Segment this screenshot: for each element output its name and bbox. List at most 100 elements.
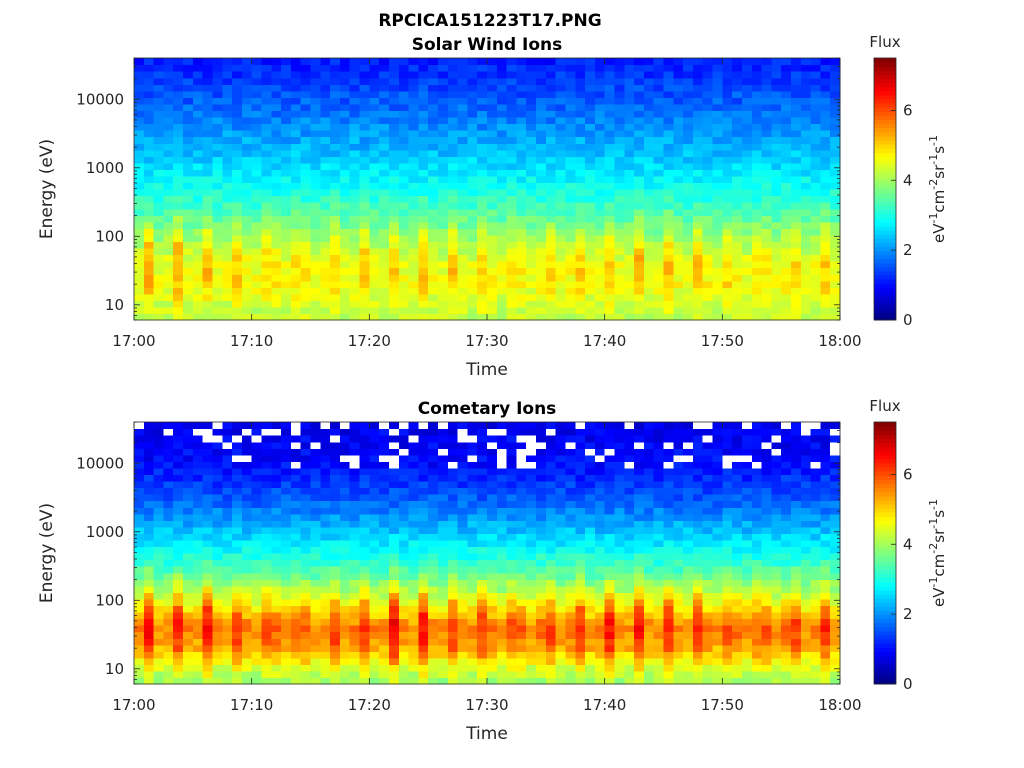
heatmap-cell (536, 598, 547, 606)
heatmap-cell (320, 644, 331, 652)
heatmap-cell (339, 189, 351, 197)
heatmap-cell (614, 169, 625, 177)
heatmap-cell (251, 189, 263, 197)
heatmap-cell (751, 123, 763, 131)
heatmap-cell (369, 441, 380, 449)
heatmap-cell (183, 306, 194, 315)
heatmap-cell (643, 280, 655, 288)
heatmap-cell (594, 500, 606, 508)
heatmap-cell (634, 156, 645, 164)
heatmap-cell (300, 300, 312, 308)
heatmap-cell (153, 208, 165, 216)
heatmap-cell (173, 195, 184, 203)
heatmap-cell (183, 579, 194, 587)
heatmap-cell (545, 195, 557, 203)
heatmap-cell (339, 494, 351, 502)
heatmap-cell (545, 579, 557, 587)
heatmap-cell (516, 313, 527, 321)
heatmap-cell (134, 143, 145, 151)
heatmap-cell (143, 474, 155, 482)
heatmap-cell (800, 175, 812, 184)
heatmap-cell (692, 202, 704, 210)
heatmap-cell (369, 467, 380, 475)
heatmap-cell (212, 494, 223, 502)
heatmap-cell (457, 533, 468, 541)
heatmap-cell (320, 638, 331, 646)
heatmap-cell (232, 77, 243, 85)
heatmap-cell (310, 149, 321, 157)
heatmap-cell (437, 169, 449, 177)
heatmap-cell (330, 90, 341, 98)
heatmap-cell (251, 461, 263, 469)
heatmap-cell (183, 507, 194, 515)
heatmap-cell (134, 651, 145, 659)
heatmap-cell (477, 546, 488, 554)
heatmap-cell (300, 611, 312, 620)
heatmap-cell (643, 136, 655, 144)
heatmap-cell (251, 651, 263, 659)
heatmap-cell (575, 136, 586, 144)
heatmap-cell (575, 287, 586, 295)
heatmap-cell (447, 670, 459, 679)
heatmap-cell (585, 474, 596, 482)
heatmap-cell (330, 625, 341, 633)
heatmap-cell (781, 182, 792, 190)
heatmap-cell (388, 221, 400, 229)
heatmap-cell (741, 300, 753, 308)
heatmap-cell (222, 58, 233, 66)
heatmap-cell (761, 280, 772, 288)
heatmap-cell (163, 500, 174, 508)
heatmap-cell (585, 64, 596, 72)
heatmap-cell (241, 585, 253, 593)
heatmap-cell (536, 64, 547, 72)
heatmap-cell (545, 247, 557, 256)
heatmap-cell (594, 182, 606, 190)
heatmap-cell (820, 175, 831, 184)
heatmap-cell (418, 162, 429, 170)
heatmap-cell (732, 143, 743, 151)
heatmap-cell (536, 487, 547, 495)
heatmap-cell (467, 618, 478, 626)
heatmap-cell (212, 480, 223, 489)
heatmap-cell (457, 494, 468, 502)
heatmap-cell (526, 579, 537, 587)
heatmap-cell (153, 149, 165, 157)
heatmap-cell (153, 480, 165, 489)
heatmap-cell (153, 487, 165, 495)
heatmap-cell (232, 507, 243, 515)
heatmap-cell (281, 670, 292, 679)
heatmap-cell (153, 90, 165, 98)
heatmap-cell (692, 189, 704, 197)
heatmap-cell (163, 221, 174, 229)
heatmap-cell (290, 169, 302, 177)
heatmap-cell (722, 287, 733, 295)
heatmap-cell (506, 77, 518, 85)
heatmap-cell (212, 162, 223, 170)
heatmap-cell (232, 215, 243, 223)
heatmap-cell (800, 149, 812, 157)
heatmap-cell (251, 539, 263, 548)
heatmap-cell (487, 422, 498, 430)
heatmap-cell (183, 533, 194, 541)
heatmap-cell (545, 261, 557, 269)
heatmap-cell (536, 520, 547, 528)
heatmap-cell (683, 143, 694, 151)
heatmap-cell (369, 579, 380, 587)
heatmap-cell (447, 638, 459, 646)
heatmap-cell (437, 428, 449, 436)
heatmap-cell (408, 611, 419, 620)
heatmap-cell (349, 435, 361, 443)
heatmap-cell (290, 598, 302, 606)
heatmap-cell (330, 247, 341, 256)
heatmap-cell (418, 280, 429, 288)
heatmap-cell (624, 110, 635, 118)
heatmap-cell (418, 520, 429, 528)
heatmap-cell (143, 169, 155, 177)
heatmap-cell (741, 234, 753, 242)
heatmap-cell (477, 651, 488, 659)
heatmap-cell (477, 422, 488, 430)
heatmap-cell (575, 71, 586, 79)
heatmap-cell (251, 422, 263, 430)
heatmap-cell (526, 598, 537, 606)
heatmap-cell (300, 149, 312, 157)
